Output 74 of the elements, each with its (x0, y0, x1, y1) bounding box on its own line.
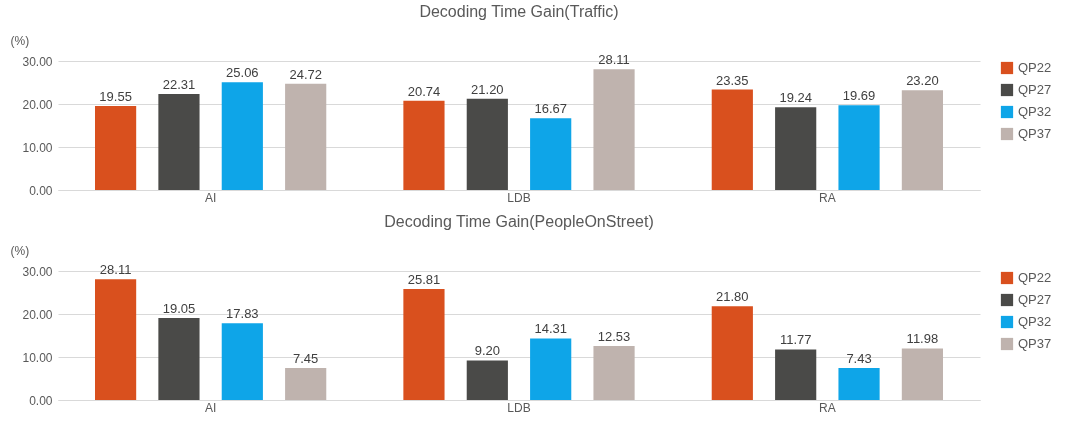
bar (530, 118, 572, 190)
x-tick-label: LDB (507, 400, 531, 415)
bar (403, 100, 445, 190)
bar (775, 107, 817, 190)
x-tick-label: AI (204, 190, 217, 205)
bar (593, 346, 635, 400)
y-axis-title: (%) (10, 243, 30, 258)
bar (711, 306, 753, 400)
bar (775, 349, 817, 400)
data-label: 28.11 (598, 52, 630, 68)
data-label: 11.98 (906, 331, 939, 347)
bar (901, 348, 943, 400)
y-tick-label: 30.00 (22, 264, 53, 279)
data-label: 23.20 (906, 73, 939, 89)
legend-label: QP27 (1018, 82, 1052, 97)
data-label: 21.80 (716, 289, 749, 305)
bar (158, 94, 200, 190)
legend-label: QP27 (1018, 292, 1052, 307)
data-label: 20.74 (407, 83, 441, 99)
data-label: 25.06 (226, 65, 259, 81)
bar (221, 82, 263, 190)
x-tick-label: RA (819, 400, 836, 415)
y-tick-label: 10.00 (22, 140, 53, 155)
legend-label: QP22 (1018, 270, 1052, 285)
legend-label: QP22 (1018, 60, 1052, 75)
legend-label: QP37 (1018, 126, 1052, 141)
bar (95, 105, 137, 190)
data-label: 19.69 (842, 88, 876, 104)
bar (711, 89, 753, 190)
y-tick-label: 0.00 (29, 183, 53, 198)
chart-title: Decoding Time Gain(PeopleOnStreet) (384, 213, 654, 230)
bar (838, 368, 880, 400)
data-label: 19.24 (779, 90, 812, 106)
bar (593, 69, 635, 190)
bar (838, 105, 880, 190)
data-label: 14.31 (534, 321, 567, 337)
bar (285, 367, 327, 400)
data-label: 12.53 (597, 329, 631, 345)
data-label: 22.31 (162, 77, 196, 93)
data-label: 19.05 (162, 301, 196, 317)
legend-label: QP32 (1018, 314, 1052, 329)
y-tick-label: 20.00 (22, 97, 53, 112)
data-label: 17.83 (226, 306, 259, 322)
data-label: 9.20 (474, 343, 500, 359)
data-label: 11.77 (779, 332, 812, 348)
bar (158, 318, 200, 400)
bar (466, 98, 508, 190)
x-tick-label: AI (204, 400, 217, 415)
y-tick-label: 10.00 (22, 350, 53, 365)
bar (466, 360, 508, 400)
data-label: 28.11 (99, 262, 132, 278)
bar (285, 83, 327, 190)
bar (901, 90, 943, 190)
x-tick-label: LDB (507, 190, 531, 205)
bar (95, 279, 137, 400)
data-label: 24.72 (289, 66, 322, 82)
bar (403, 289, 445, 400)
data-label: 21.20 (471, 81, 504, 97)
chart-title: Decoding Time Gain(Traffic) (419, 3, 619, 20)
legend-label: QP32 (1018, 104, 1052, 119)
bar (221, 323, 263, 400)
y-tick-label: 30.00 (22, 54, 53, 69)
y-tick-label: 0.00 (29, 393, 53, 408)
y-axis-title: (%) (10, 33, 30, 48)
data-label: 7.45 (293, 350, 319, 366)
data-label: 25.81 (407, 272, 441, 288)
data-label: 23.35 (716, 72, 749, 88)
legend-label: QP37 (1018, 336, 1052, 351)
bar (530, 338, 572, 400)
data-label: 7.43 (846, 351, 872, 367)
y-tick-label: 20.00 (22, 307, 53, 322)
data-label: 16.67 (534, 101, 567, 117)
x-tick-label: RA (819, 190, 836, 205)
data-label: 19.55 (99, 88, 132, 104)
